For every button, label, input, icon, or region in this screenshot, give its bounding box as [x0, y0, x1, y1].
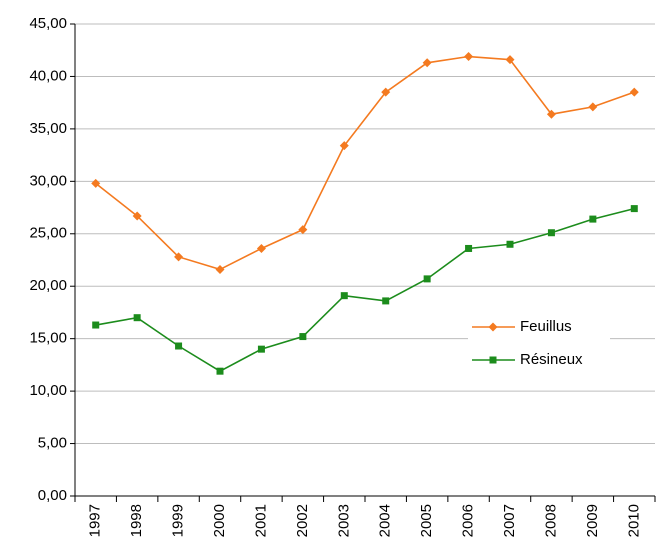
x-tick-label: 1997 — [87, 504, 104, 537]
x-tick-label: 2008 — [542, 504, 559, 537]
data-point — [133, 314, 141, 322]
legend-marker — [488, 322, 498, 332]
y-tick-label: 45,00 — [29, 15, 67, 32]
legend-label: Résineux — [520, 351, 583, 368]
data-point — [588, 102, 598, 112]
y-tick-label: 40,00 — [29, 67, 67, 84]
data-point — [382, 297, 390, 305]
x-tick-label: 2000 — [211, 504, 228, 537]
data-point — [257, 345, 265, 353]
data-point — [174, 252, 184, 262]
legend-box — [468, 310, 610, 378]
x-tick-label: 2003 — [335, 504, 352, 537]
legend-label: Feuillus — [520, 318, 572, 335]
x-tick-label: 2010 — [625, 504, 642, 537]
data-point — [215, 264, 225, 274]
series-line — [95, 207, 635, 373]
x-tick-label: 2006 — [460, 504, 477, 537]
x-tick-label: 1998 — [128, 504, 145, 537]
data-point — [132, 211, 142, 221]
series-line — [95, 55, 635, 271]
x-tick-label: 1999 — [170, 504, 187, 537]
x-tick-label: 2005 — [418, 504, 435, 537]
data-point — [464, 52, 474, 62]
y-tick-label: 20,00 — [29, 277, 67, 294]
y-tick-label: 25,00 — [29, 225, 67, 242]
y-tick-label: 0,00 — [38, 487, 67, 504]
y-tick-label: 5,00 — [38, 435, 67, 452]
y-tick-label: 15,00 — [29, 330, 67, 347]
x-tick-label: 2004 — [377, 504, 394, 537]
x-tick-label: 2002 — [294, 504, 311, 537]
x-tick-label: 2007 — [501, 504, 518, 537]
data-point — [298, 225, 308, 235]
data-point — [546, 109, 556, 119]
data-point — [629, 87, 639, 97]
data-point — [465, 244, 473, 252]
data-point — [505, 55, 515, 65]
data-point — [547, 229, 555, 237]
data-point — [630, 205, 638, 213]
data-point — [299, 333, 307, 341]
data-point — [92, 321, 100, 329]
data-point — [175, 342, 183, 350]
data-point — [340, 292, 348, 300]
data-point — [589, 215, 597, 223]
y-tick-label: 10,00 — [29, 382, 67, 399]
y-tick-label: 30,00 — [29, 172, 67, 189]
data-point — [381, 87, 391, 97]
x-tick-label: 2001 — [252, 504, 269, 537]
x-tick-label: 2009 — [584, 504, 601, 537]
data-point — [422, 58, 432, 68]
data-point — [256, 243, 266, 253]
data-point — [423, 275, 431, 283]
data-point — [216, 367, 224, 375]
y-tick-label: 35,00 — [29, 120, 67, 137]
data-point — [91, 178, 101, 188]
legend-marker — [489, 356, 497, 364]
data-point — [339, 141, 349, 151]
data-point — [506, 240, 514, 248]
